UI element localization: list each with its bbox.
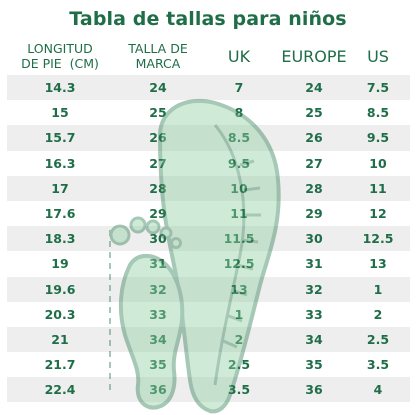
table-row: 15.7 26 8.5 26 9.5 (7, 125, 410, 151)
size-table-body: 14.3 24 7 24 7.5 15 25 8 25 8.5 15.7 26 8.5 26 9.5 16.3… (7, 75, 410, 403)
table-header: LONGITUD DE PIE (CM) TALLA DE MARCA UK E… (0, 36, 416, 76)
header-brand-size-line2: MARCA (135, 56, 181, 71)
cell-us: 7.5 (366, 80, 390, 95)
cell-foot-length: 21 (51, 331, 69, 347)
cell-foot-length: 19.6 (44, 281, 76, 297)
header-brand-size-line1: TALLA DE (128, 41, 188, 56)
table-row: 21.7 35 2.5 35 3.5 (7, 352, 410, 378)
table-row: 20.3 33 1 33 2 (7, 301, 410, 327)
header-foot-length-line2: DE PIE (CM) (21, 56, 99, 71)
cell-foot-length: 17 (51, 180, 69, 196)
table-row: 17.6 29 11 29 12 (7, 200, 410, 227)
cell-foot-length: 16.3 (44, 155, 76, 171)
table-row: 14.3 24 7 24 7.5 (7, 75, 410, 101)
cell-brand-size: 33 (149, 306, 167, 322)
header-brand-size: TALLA DE MARCA (118, 36, 198, 76)
cell-europe: 34 (305, 331, 323, 347)
cell-brand-size: 27 (149, 155, 167, 171)
cell-uk: 8.5 (227, 130, 251, 146)
header-uk: UK (227, 46, 251, 66)
cell-brand-size: 28 (149, 180, 167, 196)
cell-europe: 30 (305, 231, 323, 247)
cell-us: 10 (369, 155, 387, 171)
cell-foot-length: 22.4 (44, 382, 76, 398)
cell-foot-length: 14.3 (44, 80, 76, 95)
cell-europe: 33 (305, 306, 323, 322)
cell-us: 8.5 (366, 105, 390, 121)
table-row: 17 28 10 28 11 (7, 175, 410, 201)
cell-uk: 9.5 (227, 155, 251, 171)
table-row: 18.3 30 11.5 30 12.5 (7, 226, 410, 252)
header-foot-length: LONGITUD DE PIE (CM) (10, 36, 110, 76)
cell-europe: 29 (305, 205, 323, 221)
cell-us: 2 (373, 306, 383, 322)
cell-uk: 2.5 (227, 357, 251, 373)
cell-uk: 11.5 (223, 231, 255, 247)
cell-europe: 32 (305, 281, 323, 297)
cell-us: 3.5 (366, 357, 390, 373)
cell-foot-length: 15.7 (44, 130, 76, 146)
cell-foot-length: 15 (51, 105, 69, 121)
cell-europe: 27 (305, 155, 323, 171)
cell-uk: 7 (234, 80, 244, 95)
cell-brand-size: 36 (149, 382, 167, 398)
cell-europe: 24 (305, 80, 323, 95)
cell-uk: 11 (230, 205, 248, 221)
table-row: 15 25 8 25 8.5 (7, 100, 410, 126)
cell-europe: 26 (305, 130, 323, 146)
cell-us: 1 (373, 281, 383, 297)
cell-us: 13 (369, 256, 387, 272)
cell-uk: 12.5 (223, 256, 255, 272)
cell-foot-length: 19 (51, 256, 69, 272)
cell-brand-size: 30 (149, 231, 167, 247)
cell-uk: 13 (230, 281, 248, 297)
cell-europe: 28 (305, 180, 323, 196)
cell-us: 12 (369, 205, 387, 221)
table-row: 21 34 2 34 2.5 (7, 326, 410, 353)
cell-europe: 36 (305, 382, 323, 398)
cell-us: 2.5 (366, 331, 390, 347)
cell-uk: 2 (234, 331, 244, 347)
cell-europe: 25 (305, 105, 323, 121)
table-row: 19 31 12.5 31 13 (7, 251, 410, 277)
cell-us: 11 (369, 180, 387, 196)
cell-brand-size: 26 (149, 130, 167, 146)
cell-europe: 31 (305, 256, 323, 272)
cell-brand-size: 34 (149, 331, 167, 347)
cell-uk: 8 (234, 105, 244, 121)
cell-brand-size: 24 (149, 80, 167, 95)
header-foot-length-line1: LONGITUD (27, 41, 93, 56)
cell-foot-length: 21.7 (44, 357, 76, 373)
table-row: 22.4 36 3.5 36 4 (7, 377, 410, 403)
cell-uk: 3.5 (227, 382, 251, 398)
cell-us: 12.5 (362, 231, 394, 247)
cell-foot-length: 17.6 (44, 205, 76, 221)
header-europe: EUROPE (281, 46, 347, 66)
cell-brand-size: 32 (149, 281, 167, 297)
cell-us: 4 (373, 382, 383, 398)
chart-title: Tabla de tallas para niños (69, 8, 347, 30)
cell-uk: 1 (234, 306, 244, 322)
cell-foot-length: 20.3 (44, 306, 76, 322)
cell-brand-size: 25 (149, 105, 167, 121)
header-us: US (367, 46, 389, 66)
cell-foot-length: 18.3 (44, 231, 76, 247)
cell-brand-size: 35 (149, 357, 167, 373)
cell-us: 9.5 (366, 130, 390, 146)
cell-europe: 35 (305, 357, 323, 373)
cell-brand-size: 29 (149, 205, 167, 221)
cell-uk: 10 (230, 180, 248, 196)
table-row: 16.3 27 9.5 27 10 (7, 150, 410, 176)
cell-brand-size: 31 (149, 256, 167, 272)
table-row: 19.6 32 13 32 1 (7, 276, 410, 302)
